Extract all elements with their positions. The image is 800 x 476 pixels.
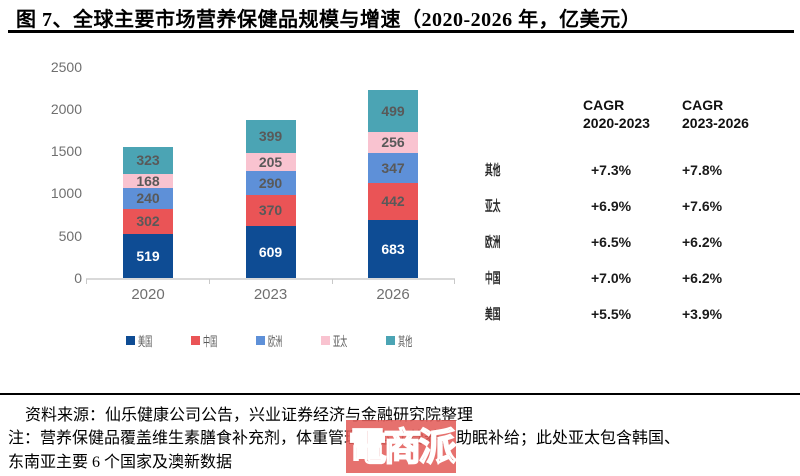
y-tick-label: 0 (74, 270, 82, 286)
x-category-label: 2023 (253, 286, 288, 303)
y-tick-label: 1000 (50, 185, 82, 202)
cagr-header-line: CAGR (583, 97, 625, 113)
legend-swatch (191, 336, 200, 345)
bar-segment-美国: 683 (368, 220, 418, 278)
bar-segment-中国: 442 (368, 183, 418, 220)
bar-value-label: 370 (258, 202, 283, 218)
legend-item-中国: 中国 (191, 331, 231, 350)
legend-label: 其他 (398, 334, 413, 349)
bar-value-label: 168 (136, 174, 160, 188)
footer-divider (0, 393, 800, 395)
y-tick-label: 1500 (50, 143, 82, 160)
bar-value-label: 205 (258, 154, 283, 170)
table-region-label-欧洲: 欧洲 (485, 234, 501, 250)
bar-segment-其他: 323 (123, 147, 173, 174)
watermark-text: 電商派 (348, 426, 458, 470)
bar-value-label: 499 (381, 103, 405, 119)
cagr-value-2023-2026: +6.2% (682, 234, 723, 250)
cagr-column-header: CAGR 2020-2023 (583, 96, 673, 132)
bar-segment-欧洲: 240 (123, 188, 173, 209)
cagr-value-2020-2023: +7.3% (591, 162, 632, 178)
bar-value-label: 399 (258, 128, 283, 144)
cagr-header-line: CAGR (682, 97, 724, 113)
bar-segment-亚太: 205 (245, 153, 296, 171)
legend-swatch (256, 336, 265, 345)
table-region-label-美国: 美国 (485, 306, 501, 322)
bar-segment-中国: 302 (123, 209, 173, 234)
bar-segment-亚太: 256 (368, 132, 418, 153)
legend-label: 美国 (138, 334, 153, 349)
bar-value-label: 302 (136, 213, 160, 229)
bar-segment-其他: 399 (245, 120, 296, 153)
bar-segment-美国: 519 (123, 234, 173, 278)
legend-swatch (126, 336, 135, 345)
table-region-label-其他: 其他 (485, 162, 501, 178)
bar-segment-欧洲: 347 (368, 153, 418, 183)
footnote-line2: 东南亚主要 6 个国家及澳新数据 (8, 454, 233, 471)
x-category-label: 2020 (131, 286, 165, 303)
cagr-value-2020-2023: +7.0% (591, 270, 632, 286)
y-tick-label: 2500 (50, 58, 82, 75)
x-axis-tick (454, 279, 455, 284)
cagr-value-2023-2026: +3.9% (682, 306, 723, 322)
chart-legend: 美国 中国 欧洲 亚太 其他 (126, 331, 426, 350)
bar-value-label: 519 (136, 248, 160, 264)
y-tick-label: 2000 (50, 100, 82, 117)
bar-segment-中国: 370 (245, 195, 296, 226)
x-axis-tick (332, 279, 333, 284)
legend-item-其他: 其他 (386, 331, 426, 350)
y-tick-label: 500 (58, 227, 82, 244)
x-category-label: 2026 (376, 286, 410, 303)
watermark-badge: 電商派 (346, 420, 458, 473)
cagr-value-2020-2023: +5.5% (591, 306, 632, 322)
table-region-label-中国: 中国 (485, 270, 501, 286)
bar-value-label: 683 (381, 241, 405, 257)
x-axis-tick (86, 279, 87, 284)
bar-value-label: 442 (381, 193, 405, 209)
footnote-line1: 注：营养保健品覆盖维生素膳食补充剂，体重管理，运动营养，助眠补给；此处亚太包含韩… (8, 430, 681, 447)
cagr-value-2023-2026: +7.8% (682, 162, 723, 178)
bar-segment-亚太: 168 (123, 174, 173, 188)
bar-value-label: 240 (136, 190, 160, 206)
legend-label: 亚太 (333, 334, 348, 349)
legend-swatch (386, 336, 395, 345)
legend-swatch (321, 336, 330, 345)
title-underline (8, 30, 794, 33)
bar-segment-欧洲: 290 (245, 171, 296, 195)
table-region-label-亚太: 亚太 (485, 198, 501, 214)
x-axis-tick (209, 279, 210, 284)
bar-value-label: 323 (136, 152, 160, 168)
bar-segment-美国: 609 (245, 226, 296, 278)
bar-value-label: 347 (381, 160, 405, 176)
source-note: 资料来源：仙乐健康公司公告，兴业证券经济与金融研究院整理 (25, 407, 474, 424)
x-axis-line (86, 278, 455, 280)
cagr-header-line: 2020-2023 (583, 115, 650, 131)
cagr-value-2020-2023: +6.9% (591, 198, 632, 214)
cagr-value-2023-2026: +7.6% (682, 198, 723, 214)
legend-item-欧洲: 欧洲 (256, 331, 296, 350)
legend-label: 中国 (203, 334, 218, 349)
cagr-value-2020-2023: +6.5% (591, 234, 632, 250)
bar-value-label: 256 (381, 134, 405, 150)
legend-item-美国: 美国 (126, 331, 166, 350)
legend-item-亚太: 亚太 (321, 331, 361, 350)
cagr-column-header: CAGR 2023-2026 (682, 96, 772, 132)
legend-label: 欧洲 (268, 334, 283, 349)
bar-value-label: 609 (258, 244, 283, 260)
bar-value-label: 290 (258, 175, 283, 191)
cagr-value-2023-2026: +6.2% (682, 270, 723, 286)
bar-segment-其他: 499 (368, 90, 418, 132)
figure-title: 图 7、全球主要市场营养保健品规模与增速（2020-2026 年，亿美元） (16, 9, 642, 31)
cagr-header-line: 2023-2026 (682, 115, 749, 131)
